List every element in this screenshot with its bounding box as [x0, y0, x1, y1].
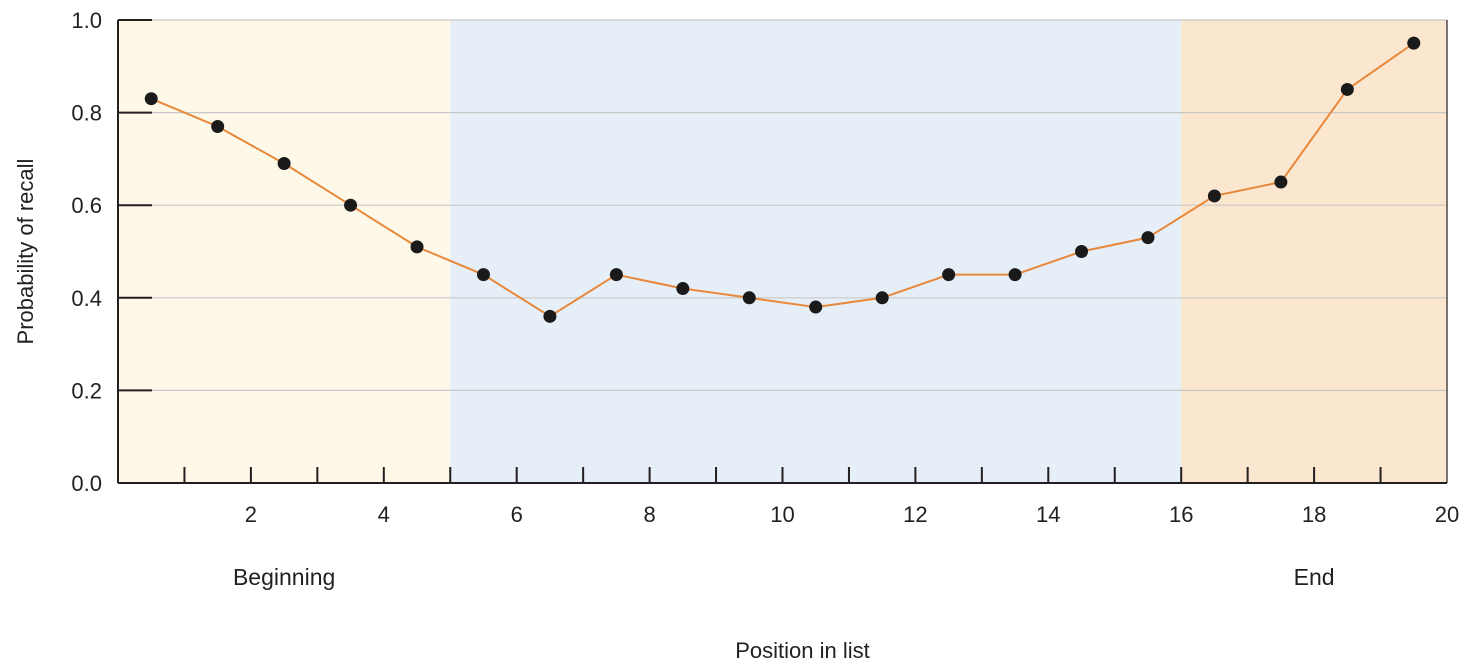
data-point-14 [1008, 268, 1022, 282]
data-point-13 [942, 268, 956, 282]
x-tick-label-20: 20 [1435, 502, 1459, 527]
region-label-end: End [1294, 564, 1335, 590]
x-axis-ticks: 2 4 6 8 10 12 14 16 18 20 [183, 467, 1459, 527]
data-point-7 [543, 309, 557, 323]
data-point-1 [144, 92, 158, 106]
data-point-19 [1340, 82, 1354, 96]
x-tick-label-12: 12 [903, 502, 927, 527]
x-tick-label-14: 14 [1036, 502, 1060, 527]
x-tick-label-2: 2 [245, 502, 257, 527]
series-line-0 [150, 42, 1415, 318]
data-point-18 [1274, 175, 1288, 189]
data-point-3 [277, 157, 291, 171]
data-point-11 [809, 300, 823, 314]
data-point-16 [1141, 231, 1155, 245]
region-2 [1181, 20, 1447, 483]
y-tick-label-3: 0.6 [71, 193, 102, 218]
data-point-17 [1207, 189, 1221, 203]
y-tick-label-1: 0.2 [71, 378, 102, 403]
x-tick-label-6: 6 [511, 502, 523, 527]
data-point-2 [211, 119, 225, 133]
y-axis-title: Probability of recall [13, 159, 38, 345]
y-tick-label-5: 1.0 [71, 8, 102, 33]
data-point-8 [609, 268, 623, 282]
data-point-6 [476, 268, 490, 282]
region-label-beginning: Beginning [233, 564, 335, 590]
x-tick-label-10: 10 [770, 502, 794, 527]
y-axis-ticks: 0.0 0.2 0.4 0.6 0.8 1.0 [71, 8, 152, 496]
data-point-10 [742, 291, 756, 305]
y-tick-label-0: 0.0 [71, 471, 102, 496]
x-tick-label-4: 4 [378, 502, 390, 527]
region-1 [450, 20, 1182, 483]
data-point-20 [1407, 36, 1421, 50]
chart-labels: Position in list Probability of recall B… [13, 159, 1335, 663]
x-tick-label-18: 18 [1302, 502, 1326, 527]
x-tick-label-8: 8 [643, 502, 655, 527]
shaded-regions [118, 20, 1447, 483]
data-point-12 [875, 291, 889, 305]
gridlines [118, 19, 1447, 391]
x-axis-title: Position in list [735, 638, 870, 663]
data-point-15 [1075, 245, 1089, 258]
y-tick-label-4: 0.8 [71, 101, 102, 126]
recall-series [144, 36, 1421, 323]
y-tick-label-2: 0.4 [71, 286, 102, 311]
x-tick-label-16: 16 [1169, 502, 1193, 527]
region-0 [118, 20, 451, 483]
data-point-5 [410, 240, 424, 254]
data-point-9 [676, 282, 690, 296]
data-point-4 [344, 198, 358, 212]
